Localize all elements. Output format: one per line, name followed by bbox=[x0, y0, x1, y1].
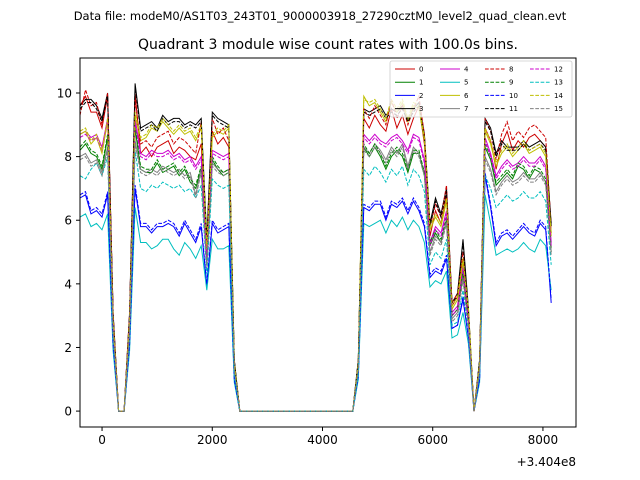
y-tick-label: 2 bbox=[64, 341, 72, 355]
series-line-15 bbox=[79, 143, 552, 412]
x-offset-label: +3.404e8 bbox=[517, 455, 576, 469]
legend-label-0: 0 bbox=[419, 66, 423, 74]
legend-label-14: 14 bbox=[554, 92, 563, 100]
series-line-10 bbox=[79, 172, 552, 412]
legend-label-10: 10 bbox=[509, 92, 518, 100]
legend-label-6: 6 bbox=[464, 92, 469, 100]
legend-label-8: 8 bbox=[509, 66, 513, 74]
y-tick-label: 8 bbox=[64, 150, 72, 164]
x-tick-label: 6000 bbox=[417, 433, 448, 447]
y-axis: 0 2 4 6 8 10 bbox=[57, 86, 80, 419]
y-tick-label: 0 bbox=[64, 405, 72, 419]
y-tick-label: 10 bbox=[57, 86, 72, 100]
x-tick-label: 0 bbox=[98, 433, 106, 447]
legend-label-4: 4 bbox=[464, 66, 469, 74]
legend-box bbox=[389, 60, 573, 118]
x-tick-label: 2000 bbox=[197, 433, 228, 447]
legend-label-1: 1 bbox=[419, 79, 423, 87]
y-tick-label: 6 bbox=[64, 214, 72, 228]
x-tick-label: 4000 bbox=[307, 433, 338, 447]
legend-label-2: 2 bbox=[419, 92, 423, 100]
x-axis: 0 2000 4000 6000 8000 bbox=[98, 427, 558, 447]
legend-label-13: 13 bbox=[554, 79, 563, 87]
legend-label-9: 9 bbox=[509, 79, 513, 87]
plot-lines bbox=[79, 83, 552, 412]
series-line-14 bbox=[79, 98, 552, 412]
series-line-9 bbox=[79, 124, 552, 412]
legend-label-5: 5 bbox=[464, 79, 468, 87]
series-line-5 bbox=[79, 194, 552, 412]
legend-label-15: 15 bbox=[554, 105, 563, 113]
plot-frame bbox=[79, 57, 577, 428]
legend-label-7: 7 bbox=[464, 105, 468, 113]
legend-label-11: 11 bbox=[509, 105, 518, 113]
y-tick-label: 4 bbox=[64, 277, 72, 291]
legend-label-3: 3 bbox=[419, 105, 423, 113]
series-line-8 bbox=[79, 87, 552, 412]
chart-title: Quadrant 3 module wise count rates with … bbox=[138, 37, 518, 53]
series-line-11 bbox=[79, 86, 552, 412]
x-tick-label: 8000 bbox=[528, 433, 559, 447]
figure-suptitle: Data file: modeM0/AS1T03_243T01_90000039… bbox=[74, 9, 567, 23]
legend-label-12: 12 bbox=[554, 66, 563, 74]
series-line-12 bbox=[79, 121, 552, 412]
